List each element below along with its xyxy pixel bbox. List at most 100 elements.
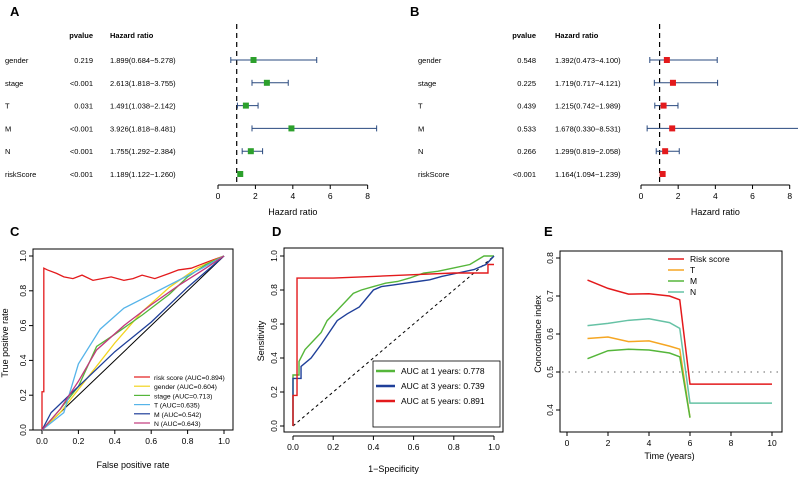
row-label: T	[418, 102, 423, 111]
legend-entry: T (AUC=0.635)	[154, 403, 200, 410]
x-tick-label: 8	[787, 191, 792, 201]
forest-plot-b: pvalue Hazard ratio gender 0.548 1.392(0.473…	[418, 24, 798, 217]
series-line	[292, 263, 494, 426]
hr-marker	[237, 171, 244, 177]
x-tick-label: 1.0	[488, 442, 500, 452]
x-tick-label: 4	[713, 191, 718, 201]
legend-entry: M	[690, 276, 697, 286]
hr-marker	[669, 125, 676, 132]
row-label: T	[5, 102, 10, 111]
row-pvalue: 0.225	[517, 79, 536, 88]
forest-header-hazard-ratio: Hazard ratio	[110, 31, 154, 40]
x-tick-label: 0.8	[448, 442, 460, 452]
legend-entry: N	[690, 287, 696, 297]
x-tick-label: 6	[328, 191, 333, 201]
row-pvalue: 0.031	[74, 102, 93, 111]
forest-header-hazard-ratio: Hazard ratio	[555, 31, 599, 40]
row-label: riskScore	[5, 170, 36, 179]
row-hazard-text: 1.164(1.094−1.239)	[555, 170, 621, 179]
row-label: M	[5, 124, 11, 133]
row-hazard-text: 2.613(1.818−3.755)	[110, 79, 176, 88]
x-axis-label: 1−Specificity	[368, 464, 419, 474]
x-axis-label: Hazard ratio	[691, 207, 740, 217]
row-label: N	[418, 147, 423, 156]
hr-marker	[288, 125, 295, 132]
series-line	[292, 255, 495, 426]
x-tick-label: 10	[767, 438, 777, 448]
x-tick-label: 2	[676, 191, 681, 201]
legend-entry: gender (AUC=0.604)	[154, 384, 217, 391]
row-pvalue: <0.001	[70, 124, 93, 133]
legend-entry: risk score (AUC=0.894)	[154, 375, 225, 382]
x-tick-label: 4	[647, 438, 652, 448]
legend-entry: N (AUC=0.643)	[154, 421, 201, 428]
y-tick-label: 0.6	[545, 328, 555, 340]
legend-entry: M (AUC=0.542)	[154, 412, 201, 419]
x-tick-label: 0.2	[327, 442, 339, 452]
row-pvalue: <0.001	[70, 170, 93, 179]
y-tick-label: 0.2	[269, 386, 279, 398]
hr-marker	[263, 79, 270, 86]
x-tick-label: 0	[216, 191, 221, 201]
row-hazard-text: 3.926(1.818−8.481)	[110, 124, 176, 133]
x-tick-label: 0.8	[182, 436, 194, 446]
row-hazard-text: 1.719(0.717−4.121)	[555, 79, 621, 88]
series-line	[41, 255, 225, 431]
x-tick-label: 8	[365, 191, 370, 201]
x-tick-label: 0	[639, 191, 644, 201]
y-tick-label: 0.4	[545, 404, 555, 416]
x-tick-label: 0.0	[287, 442, 299, 452]
row-hazard-text: 1.491(1.038−2.142)	[110, 102, 176, 111]
row-label: M	[418, 124, 424, 133]
panel-label-e: E	[544, 224, 553, 239]
legend-entry: stage (AUC=0.713)	[154, 393, 212, 400]
x-tick-label: 0.4	[367, 442, 379, 452]
x-tick-label: 1.0	[218, 436, 230, 446]
x-tick-label: 6	[750, 191, 755, 201]
row-hazard-text: 1.299(0.819−2.058)	[555, 147, 621, 156]
panel-label-c: C	[10, 224, 20, 239]
y-tick-label: 0.8	[269, 284, 279, 296]
roc-plot-d: 0.0 0.2 0.4 0.6 0.8 1.0 0.0 0.2 0.4 0.6 0.8 1.0 1−Sp…	[256, 247, 504, 474]
y-tick-label: 0.2	[18, 389, 28, 401]
y-tick-label: 0.5	[545, 366, 555, 378]
row-pvalue: 0.439	[517, 102, 536, 111]
panel-label-b: B	[410, 4, 419, 19]
series-line	[587, 279, 772, 385]
row-pvalue: <0.001	[513, 170, 536, 179]
series-line	[41, 255, 225, 431]
x-tick-label: 0.4	[109, 436, 121, 446]
x-tick-label: 0.6	[408, 442, 420, 452]
y-tick-label: 0.0	[269, 420, 279, 432]
row-label: gender	[5, 56, 29, 65]
hr-marker	[663, 57, 670, 63]
row-label: N	[5, 147, 10, 156]
series-line	[41, 255, 225, 430]
y-tick-label: 0.6	[18, 319, 28, 331]
legend-entry: Risk score	[690, 254, 730, 264]
legend-entry: T	[690, 265, 695, 275]
roc-plot-c: 0.0 0.2 0.4 0.6 0.8 1.0 0.0 0.2 0.4 0.6 0.8 1.0 Fals…	[0, 248, 234, 470]
hr-marker	[659, 171, 666, 177]
hr-marker	[242, 102, 249, 109]
row-pvalue: 0.219	[74, 56, 93, 65]
y-tick-label: 0.0	[18, 424, 28, 436]
hr-marker	[669, 79, 676, 86]
legend-entry: AUC at 3 years: 0.739	[401, 381, 485, 391]
series-line	[587, 336, 691, 418]
y-axis-label: Concordance index	[533, 295, 543, 373]
legend-entry: AUC at 5 years: 0.891	[401, 396, 485, 406]
row-pvalue: <0.001	[70, 79, 93, 88]
forest-header-pvalue: pvalue	[512, 31, 536, 40]
row-label: stage	[5, 79, 23, 88]
y-tick-label: 0.4	[269, 352, 279, 364]
hr-marker	[247, 148, 254, 155]
x-axis-label: Time (years)	[644, 451, 694, 461]
row-hazard-text: 1.899(0.684−5.278)	[110, 56, 176, 65]
y-tick-label: 0.6	[269, 318, 279, 330]
hr-marker	[662, 148, 669, 155]
y-axis-label: True positive rate	[0, 308, 10, 377]
x-tick-label: 2	[606, 438, 611, 448]
cindex-plot-e: 0 2 4 6 8 10 0.4 0.5 0.6 0.7 0.8 Time (years) Concor…	[533, 250, 783, 461]
